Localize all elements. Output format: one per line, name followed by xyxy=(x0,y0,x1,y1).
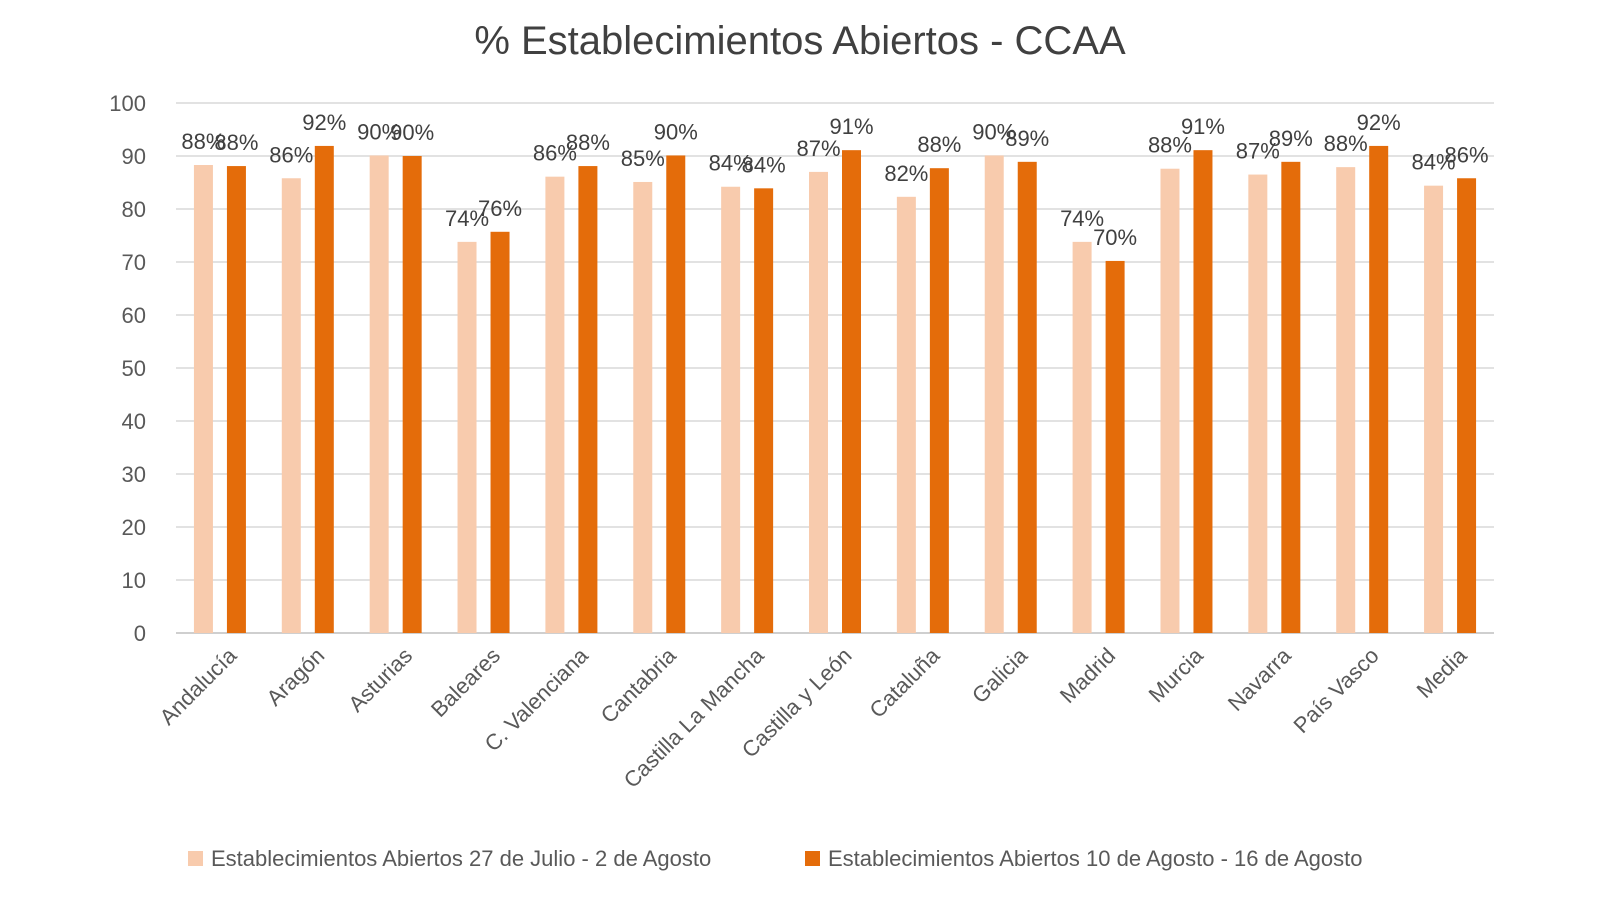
legend: Establecimientos Abiertos 27 de Julio - … xyxy=(188,846,1362,871)
bar xyxy=(545,176,565,634)
y-tick-label: 0 xyxy=(134,621,146,646)
bar xyxy=(633,181,653,633)
bar xyxy=(754,188,774,633)
data-label: 88% xyxy=(1324,131,1368,156)
data-label: 88% xyxy=(566,130,610,155)
data-label: 89% xyxy=(1005,126,1049,151)
y-tick-label: 100 xyxy=(109,91,146,116)
data-label: 74% xyxy=(445,206,489,231)
bar xyxy=(1160,168,1180,633)
data-label: 86% xyxy=(533,141,577,166)
chart-title: % Establecimientos Abiertos - CCAA xyxy=(474,19,1126,63)
legend-swatch xyxy=(805,851,820,866)
y-tick-label: 60 xyxy=(122,303,146,328)
bar xyxy=(226,166,246,633)
x-category-label: Asturias xyxy=(343,643,417,717)
data-label: 76% xyxy=(478,196,522,221)
x-category-label: Cantabria xyxy=(596,642,682,728)
data-label: 84% xyxy=(1412,150,1456,175)
bar xyxy=(929,168,949,633)
gridlines xyxy=(176,102,1494,634)
bar xyxy=(842,150,861,634)
data-label: 90% xyxy=(357,119,401,144)
legend-label: Establecimientos Abiertos 27 de Julio - … xyxy=(211,846,711,871)
data-label: 70% xyxy=(1093,225,1137,250)
data-label: 91% xyxy=(1181,114,1225,139)
data-label: 87% xyxy=(1236,139,1280,164)
bar xyxy=(457,241,477,634)
bar xyxy=(193,165,213,633)
data-label: 85% xyxy=(621,146,665,171)
x-category-label: Cataluña xyxy=(864,642,944,722)
data-label: 74% xyxy=(1060,206,1104,231)
bar xyxy=(984,155,1004,633)
data-label: 86% xyxy=(269,142,313,167)
data-label: 92% xyxy=(302,110,346,135)
legend-swatch xyxy=(188,851,203,866)
data-label: 88% xyxy=(181,129,225,154)
bar xyxy=(314,145,334,633)
data-label: 90% xyxy=(390,120,434,145)
bar xyxy=(809,171,828,633)
bar xyxy=(1105,260,1125,633)
bar xyxy=(1369,145,1389,633)
data-label: 86% xyxy=(1445,142,1489,167)
bar xyxy=(666,155,686,633)
bar xyxy=(1281,161,1301,633)
y-axis-ticks: 0 10 20 30 40 50 60 70 80 90 100 xyxy=(109,91,146,646)
y-tick-label: 20 xyxy=(122,515,146,540)
y-tick-label: 90 xyxy=(122,144,146,169)
legend-label: Establecimientos Abiertos 10 de Agosto -… xyxy=(828,846,1362,871)
bars xyxy=(193,145,1477,634)
bar xyxy=(369,155,389,633)
data-label: 87% xyxy=(796,136,840,161)
data-label: 84% xyxy=(709,151,753,176)
x-category-label: Galicia xyxy=(967,642,1033,708)
x-category-label: Baleares xyxy=(426,643,505,722)
x-category-label: Murcia xyxy=(1144,642,1209,707)
data-label: 84% xyxy=(742,152,786,177)
y-tick-label: 80 xyxy=(122,197,146,222)
bar xyxy=(721,186,741,634)
data-label: 88% xyxy=(214,130,258,155)
bar xyxy=(1248,174,1268,634)
data-label: 88% xyxy=(1148,133,1192,158)
bar xyxy=(578,166,598,633)
y-tick-label: 10 xyxy=(122,568,146,593)
y-tick-label: 40 xyxy=(122,409,146,434)
data-label: 82% xyxy=(884,161,928,186)
x-category-label: Andalucía xyxy=(155,642,242,729)
data-label: 91% xyxy=(829,114,873,139)
data-labels: 88%88% 86%92% 90%90%74%76%86%88%85%90%84%8… xyxy=(181,110,1488,250)
bar xyxy=(896,196,916,633)
data-label: 89% xyxy=(1269,126,1313,151)
x-category-label: País Vasco xyxy=(1289,643,1384,738)
bar xyxy=(402,156,422,633)
bar xyxy=(490,231,510,634)
y-tick-label: 70 xyxy=(122,250,146,275)
bar xyxy=(1193,150,1213,634)
bar xyxy=(1336,167,1356,633)
x-category-label: Aragón xyxy=(261,643,329,711)
x-category-label: Media xyxy=(1412,642,1473,703)
bar xyxy=(1017,161,1037,633)
data-label: 88% xyxy=(917,132,961,157)
bar xyxy=(1457,178,1477,633)
bar xyxy=(281,178,301,633)
bar xyxy=(1424,185,1444,633)
bar xyxy=(1072,241,1092,634)
data-label: 90% xyxy=(654,119,698,144)
data-label: 92% xyxy=(1357,110,1401,135)
x-category-label: Navarra xyxy=(1223,642,1297,716)
y-tick-label: 30 xyxy=(122,462,146,487)
x-category-label: Madrid xyxy=(1055,643,1120,708)
y-tick-label: 50 xyxy=(122,356,146,381)
data-label: 90% xyxy=(972,119,1016,144)
